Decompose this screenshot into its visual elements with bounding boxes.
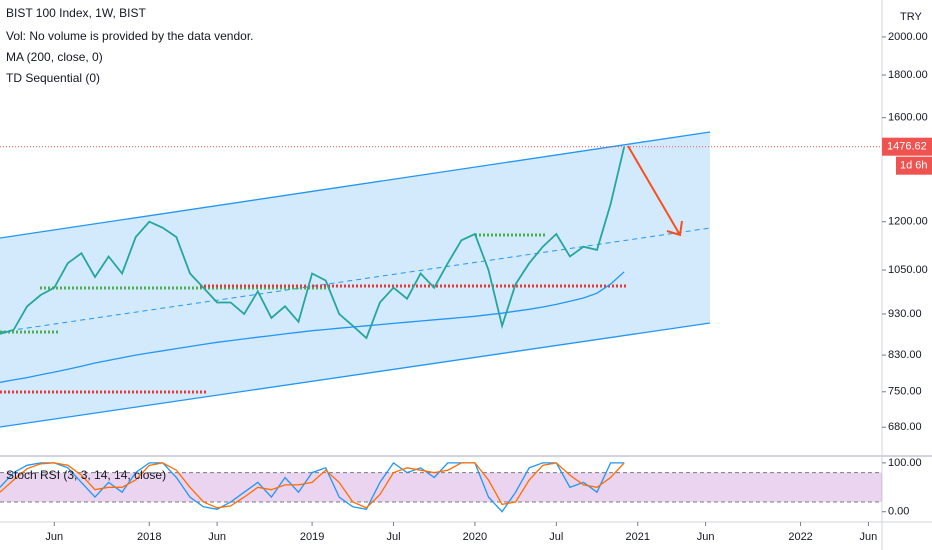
y-tick-label: 2000.00 <box>888 31 928 43</box>
x-tick-label: Jun <box>860 531 878 543</box>
channel-lower <box>0 322 711 428</box>
currency-label: TRY <box>900 11 922 23</box>
legend-stoch[interactable]: Stoch RSI (3, 3, 14, 14, close) <box>6 468 166 482</box>
y-tick-label: 100.00 <box>888 457 922 469</box>
last-price-box <box>882 137 932 156</box>
y-tick-label: 830.00 <box>888 349 922 361</box>
stoch-band-fill <box>0 472 882 502</box>
legend-ma[interactable]: MA (200, close, 0) <box>6 50 103 64</box>
x-tick-label: Jun <box>697 531 715 543</box>
y-tick-label: 1600.00 <box>888 112 928 124</box>
legend-title: BIST 100 Index, 1W, BIST <box>6 6 147 20</box>
channel-mid <box>0 227 711 333</box>
x-tick-label: 2022 <box>788 531 812 543</box>
indicator-line <box>0 462 625 509</box>
x-tick-label: 2018 <box>137 531 161 543</box>
legend-td[interactable]: TD Sequential (0) <box>6 71 100 85</box>
channel-upper <box>0 131 711 239</box>
y-tick-label: 1200.00 <box>888 216 928 228</box>
y-tick-label: 1800.00 <box>888 69 928 81</box>
x-tick-label: Jul <box>549 531 563 543</box>
x-tick-label: 2021 <box>626 531 650 543</box>
indicator-line <box>0 271 625 383</box>
y-tick-label: 750.00 <box>888 386 922 398</box>
countdown-label: 1d 6h <box>900 160 928 172</box>
x-tick-label: Jun <box>45 531 63 543</box>
forecast-arrowhead <box>666 220 683 237</box>
last-price-label: 1476.62 <box>887 141 927 153</box>
x-tick-label: 2019 <box>300 531 324 543</box>
x-tick-label: 2020 <box>463 531 487 543</box>
y-tick-label: 0.00 <box>888 506 909 518</box>
channel-fill <box>0 132 710 427</box>
y-tick-label: 680.00 <box>888 421 922 433</box>
x-tick-label: Jul <box>386 531 400 543</box>
x-tick-label: Jun <box>208 531 226 543</box>
y-tick-label: 930.00 <box>888 308 922 320</box>
y-tick-label: 1050.00 <box>888 264 928 276</box>
indicator-line <box>0 461 625 513</box>
countdown-box <box>896 156 932 175</box>
price-line <box>0 146 626 340</box>
forecast-arrow <box>627 145 681 236</box>
legend-volume: Vol: No volume is provided by the data v… <box>6 29 253 43</box>
